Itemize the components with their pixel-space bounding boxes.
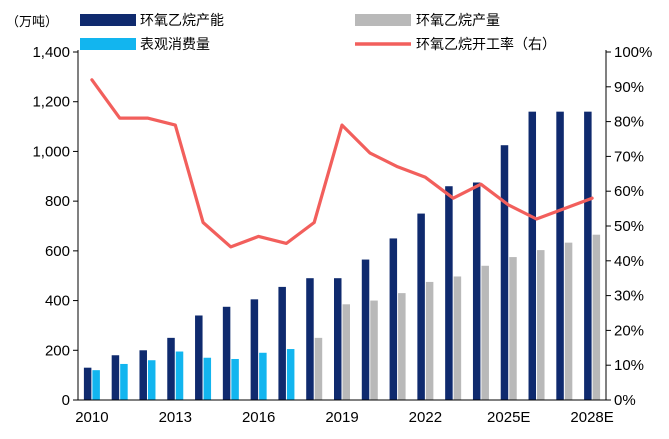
bar-consumption — [259, 352, 267, 400]
legend-label-consumption: 表观消费量 — [140, 37, 210, 53]
bar-capacity — [222, 306, 231, 400]
left-tick-label: 400 — [45, 293, 70, 310]
bar-output — [314, 337, 323, 400]
bar-output — [592, 234, 601, 400]
right-tick-label: 30% — [614, 288, 644, 305]
legend-label-utilization: 环氧乙烷开工率（右） — [416, 36, 556, 53]
bar-output — [481, 265, 489, 400]
bar-output — [398, 293, 406, 400]
bar-capacity — [195, 315, 203, 400]
right-tick-label: 20% — [614, 322, 644, 339]
left-tick-label: 200 — [45, 342, 70, 359]
bar-consumption — [231, 358, 239, 400]
right-tick-label: 70% — [614, 148, 644, 165]
bar-capacity — [306, 278, 314, 400]
right-tick-label: 50% — [614, 218, 644, 235]
x-tick-label: 2022 — [409, 409, 442, 426]
bar-consumption — [92, 370, 100, 400]
line-layer — [90, 78, 594, 249]
right-axis-labels: 0% 10% 20% 30% 40% 50% 60% 70% 80% 90% 100% — [614, 44, 652, 409]
bar-output — [453, 276, 462, 400]
bar-capacity — [584, 111, 592, 401]
x-tick-label: 2019 — [325, 409, 358, 426]
bar-capacity — [472, 182, 481, 400]
bar-output — [537, 250, 545, 400]
bar-capacity — [334, 278, 342, 400]
legend-swatch-output — [355, 14, 411, 26]
bar-capacity — [361, 259, 370, 400]
bar-output — [370, 300, 378, 400]
bar-capacity — [167, 337, 175, 400]
bar-capacity — [528, 111, 537, 401]
x-tick-label: 2025E — [487, 409, 530, 426]
bar-output — [509, 257, 517, 400]
bar-capacity — [250, 299, 259, 400]
legend-swatch-capacity — [80, 14, 136, 26]
left-tick-label: 1,200 — [32, 94, 70, 111]
bar-output — [342, 304, 350, 400]
left-tick-label: 800 — [45, 193, 70, 210]
bar-capacity — [417, 213, 425, 400]
bar-consumption — [286, 349, 295, 400]
x-tick-label: 2016 — [242, 409, 275, 426]
bar-output — [564, 242, 573, 400]
legend-label-output: 环氧乙烷产量 — [416, 13, 500, 29]
x-tick-label: 2028E — [570, 409, 613, 426]
right-tick-label: 0% — [614, 392, 636, 409]
right-tick-label: 10% — [614, 357, 644, 374]
right-tick-label: 60% — [614, 183, 644, 200]
x-tick-label: 2010 — [75, 409, 108, 426]
right-tick-label: 40% — [614, 253, 644, 270]
left-axis-labels: 0 200 400 600 800 1,000 1,200 1,400 — [32, 44, 70, 409]
bar-capacity — [83, 367, 92, 400]
right-tick-label: 90% — [614, 79, 644, 96]
bar-capacity — [389, 238, 398, 400]
bar-consumption — [175, 351, 184, 400]
bar-consumption — [203, 357, 212, 400]
axes — [73, 50, 611, 401]
legend-swatch-consumption — [80, 38, 136, 50]
bar-capacity — [445, 186, 453, 400]
bar-consumption — [120, 363, 128, 400]
x-tick-label: 2013 — [159, 409, 192, 426]
left-tick-label: 1,400 — [32, 44, 70, 61]
legend-label-capacity: 环氧乙烷产能 — [140, 13, 224, 29]
bar-capacity — [556, 111, 564, 401]
right-tick-label: 80% — [614, 114, 644, 131]
bars — [83, 111, 601, 401]
unit-label: （万吨） — [6, 15, 58, 30]
left-tick-label: 1,000 — [32, 143, 70, 160]
bar-capacity — [278, 286, 286, 400]
left-tick-label: 600 — [45, 243, 70, 260]
left-tick-label: 0 — [62, 392, 70, 409]
bar-capacity — [500, 145, 509, 400]
bar-consumption — [147, 360, 156, 400]
bar-output — [425, 281, 434, 400]
x-axis-labels: 2010 2013 2016 2019 2022 2025E 2028E — [75, 409, 614, 426]
right-tick-label: 100% — [614, 44, 652, 61]
legend: 环氧乙烷产能 环氧乙烷产量 表观消费量 环氧乙烷开工率（右） — [80, 13, 556, 53]
bar-capacity — [139, 350, 147, 400]
utilization-line — [90, 78, 594, 249]
bar-capacity — [111, 355, 120, 400]
